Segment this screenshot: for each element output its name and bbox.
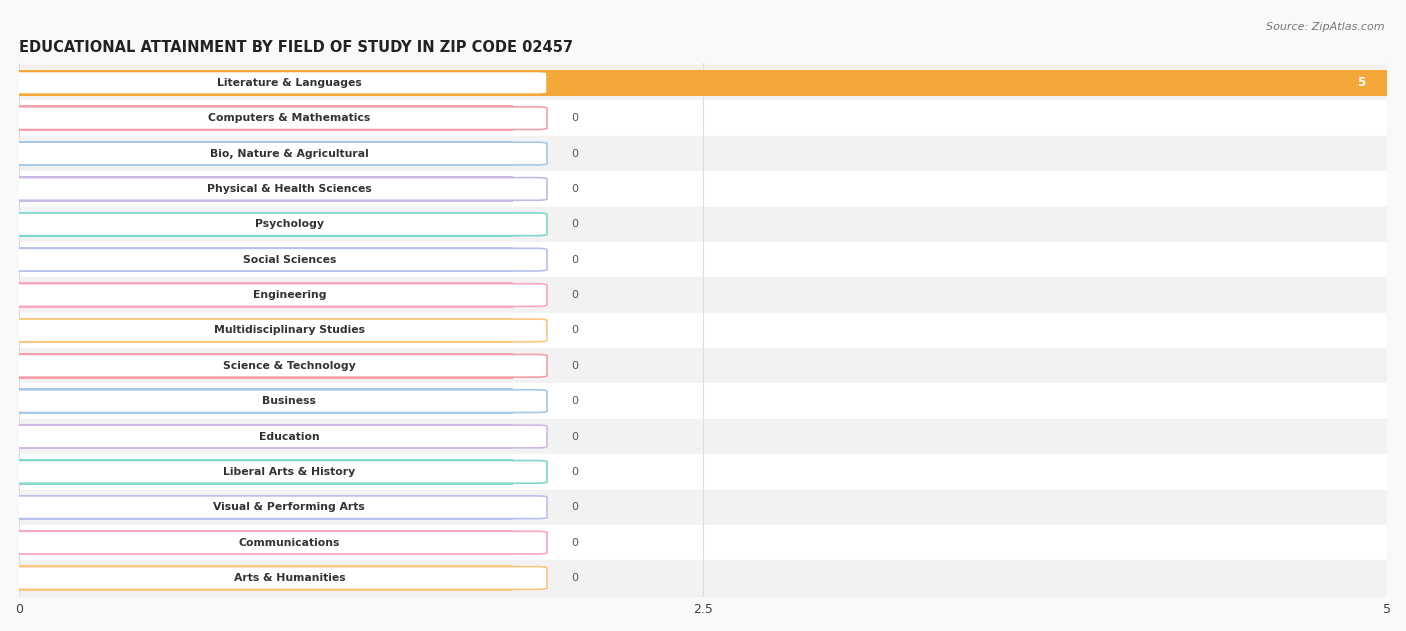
Bar bbox=[20, 459, 513, 485]
Text: 0: 0 bbox=[572, 573, 579, 583]
Bar bbox=[20, 419, 1386, 454]
Text: 0: 0 bbox=[572, 538, 579, 548]
Bar bbox=[20, 176, 513, 202]
FancyBboxPatch shape bbox=[11, 355, 547, 377]
Text: Visual & Performing Arts: Visual & Performing Arts bbox=[214, 502, 366, 512]
Text: Education: Education bbox=[259, 432, 319, 442]
Bar bbox=[20, 211, 513, 237]
Text: 0: 0 bbox=[572, 255, 579, 264]
Text: 0: 0 bbox=[572, 502, 579, 512]
Bar bbox=[20, 313, 1386, 348]
Bar bbox=[20, 495, 513, 520]
Bar bbox=[20, 141, 513, 167]
Text: Psychology: Psychology bbox=[254, 220, 323, 229]
Bar bbox=[20, 282, 513, 308]
Text: Liberal Arts & History: Liberal Arts & History bbox=[224, 467, 356, 477]
Bar bbox=[20, 247, 513, 273]
Bar bbox=[20, 560, 1386, 596]
FancyBboxPatch shape bbox=[11, 284, 547, 307]
FancyBboxPatch shape bbox=[11, 177, 547, 200]
Bar bbox=[20, 100, 1386, 136]
Bar bbox=[20, 317, 513, 343]
Text: Computers & Mathematics: Computers & Mathematics bbox=[208, 113, 370, 123]
Text: 0: 0 bbox=[572, 361, 579, 371]
Text: Source: ZipAtlas.com: Source: ZipAtlas.com bbox=[1267, 22, 1385, 32]
Bar bbox=[20, 389, 513, 414]
FancyBboxPatch shape bbox=[11, 390, 547, 413]
FancyBboxPatch shape bbox=[11, 319, 547, 342]
Bar bbox=[20, 565, 513, 591]
Bar bbox=[20, 353, 513, 379]
Bar bbox=[20, 105, 513, 131]
Text: Multidisciplinary Studies: Multidisciplinary Studies bbox=[214, 326, 364, 336]
Bar bbox=[20, 242, 1386, 278]
Bar bbox=[20, 278, 1386, 313]
Text: 0: 0 bbox=[572, 148, 579, 158]
FancyBboxPatch shape bbox=[11, 567, 547, 589]
Text: 0: 0 bbox=[572, 467, 579, 477]
Text: 0: 0 bbox=[572, 220, 579, 229]
Bar bbox=[20, 384, 1386, 419]
FancyBboxPatch shape bbox=[11, 71, 547, 94]
FancyBboxPatch shape bbox=[11, 425, 547, 448]
Text: 0: 0 bbox=[572, 326, 579, 336]
FancyBboxPatch shape bbox=[11, 249, 547, 271]
Text: 0: 0 bbox=[572, 113, 579, 123]
Bar bbox=[20, 70, 1386, 95]
Text: 0: 0 bbox=[572, 184, 579, 194]
FancyBboxPatch shape bbox=[11, 213, 547, 235]
Bar bbox=[20, 424, 513, 449]
FancyBboxPatch shape bbox=[11, 461, 547, 483]
Bar bbox=[20, 348, 1386, 384]
Bar bbox=[20, 206, 1386, 242]
Text: Arts & Humanities: Arts & Humanities bbox=[233, 573, 344, 583]
FancyBboxPatch shape bbox=[11, 142, 547, 165]
Bar bbox=[20, 171, 1386, 206]
Text: Physical & Health Sciences: Physical & Health Sciences bbox=[207, 184, 371, 194]
FancyBboxPatch shape bbox=[11, 531, 547, 554]
Text: Engineering: Engineering bbox=[253, 290, 326, 300]
Bar bbox=[20, 530, 513, 555]
Text: Social Sciences: Social Sciences bbox=[243, 255, 336, 264]
Bar bbox=[20, 136, 1386, 171]
Text: 0: 0 bbox=[572, 290, 579, 300]
Text: Communications: Communications bbox=[239, 538, 340, 548]
Bar bbox=[20, 490, 1386, 525]
Text: EDUCATIONAL ATTAINMENT BY FIELD OF STUDY IN ZIP CODE 02457: EDUCATIONAL ATTAINMENT BY FIELD OF STUDY… bbox=[20, 40, 574, 56]
Text: 5: 5 bbox=[1357, 76, 1365, 90]
Text: 0: 0 bbox=[572, 396, 579, 406]
Bar bbox=[20, 525, 1386, 560]
Text: Business: Business bbox=[263, 396, 316, 406]
FancyBboxPatch shape bbox=[11, 496, 547, 519]
Text: 0: 0 bbox=[572, 432, 579, 442]
FancyBboxPatch shape bbox=[11, 107, 547, 129]
Bar bbox=[20, 65, 1386, 100]
Text: Science & Technology: Science & Technology bbox=[224, 361, 356, 371]
Text: Literature & Languages: Literature & Languages bbox=[217, 78, 361, 88]
Bar bbox=[20, 454, 1386, 490]
Text: Bio, Nature & Agricultural: Bio, Nature & Agricultural bbox=[209, 148, 368, 158]
